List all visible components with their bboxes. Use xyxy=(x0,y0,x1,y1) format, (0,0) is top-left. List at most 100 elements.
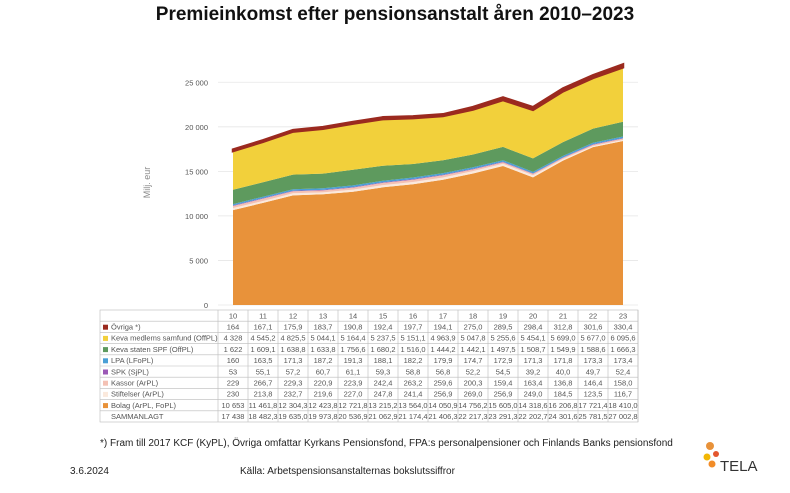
table-cell: 40,0 xyxy=(556,367,571,376)
x-tick-label: 17 xyxy=(439,312,447,321)
table-cell: 116,7 xyxy=(614,390,632,399)
area-layers xyxy=(231,62,625,305)
legend-label: Kassor (ArPL) xyxy=(111,379,159,388)
table-cell: 52,2 xyxy=(466,367,481,376)
footnote: *) Fram till 2017 KCF (KyPL), Övriga omf… xyxy=(100,438,673,449)
table-cell: 249,0 xyxy=(524,390,543,399)
table-cell: 247,8 xyxy=(374,390,393,399)
table-cell-total: 25 781,5 xyxy=(578,412,607,421)
table-cell: 1 638,8 xyxy=(280,345,305,354)
table-cell: 1 609,1 xyxy=(250,345,275,354)
table-cell: 174,7 xyxy=(464,356,483,365)
table-cell: 200,3 xyxy=(464,379,483,388)
total-label: SAMMANLAGT xyxy=(111,412,164,421)
table-cell: 259,6 xyxy=(434,379,453,388)
table-cell-total: 19 973,8 xyxy=(308,412,337,421)
y-tick-label: 15 000 xyxy=(185,167,208,176)
table-cell: 13 564,0 xyxy=(398,401,427,410)
table-cell: 159,4 xyxy=(494,379,513,388)
table-cell: 53 xyxy=(229,367,237,376)
table-cell: 4 963,9 xyxy=(430,334,455,343)
table-cell: 275,0 xyxy=(464,323,483,332)
y-axis-label: Milj. eur xyxy=(142,167,152,199)
legend-swatch xyxy=(103,324,108,330)
table-cell: 167,1 xyxy=(254,323,273,332)
table-cell: 182,2 xyxy=(404,356,423,365)
table-cell: 171,8 xyxy=(554,356,573,365)
legend-label: Bolag (ArPL, FoPL) xyxy=(111,401,177,410)
x-tick-label: 14 xyxy=(349,312,357,321)
table-cell: 1 508,7 xyxy=(520,345,545,354)
table-cell: 5 151,1 xyxy=(400,334,425,343)
legend-label: SPK (SjPL) xyxy=(111,367,149,376)
legend-swatch xyxy=(103,335,108,341)
y-tick-label: 20 000 xyxy=(185,123,208,132)
table-cell: 173,4 xyxy=(614,356,633,365)
table-cell: 227,0 xyxy=(344,390,363,399)
table-cell: 184,5 xyxy=(554,390,573,399)
y-tick-label: 0 xyxy=(204,301,208,310)
table-cell: 54,5 xyxy=(496,367,511,376)
table-cell-total: 21 174,4 xyxy=(398,412,427,421)
table-cell: 14 050,9 xyxy=(428,401,457,410)
table-cell: 13 215,2 xyxy=(368,401,397,410)
legend-label: Övriga *) xyxy=(111,323,141,332)
x-tick-label: 16 xyxy=(409,312,417,321)
table-cell: 175,9 xyxy=(284,323,303,332)
source-label: Källa: Arbetspensionsanstalternas bokslu… xyxy=(240,466,455,477)
legend-label: LPA (LFoPL) xyxy=(111,356,154,365)
legend-swatch xyxy=(103,391,108,397)
legend-swatch xyxy=(103,380,108,386)
table-cell: 12 721,8 xyxy=(338,401,367,410)
table-cell: 171,3 xyxy=(524,356,543,365)
table-cell: 301,6 xyxy=(584,323,603,332)
table-cell-total: 23 291,3 xyxy=(488,412,517,421)
legend-swatch xyxy=(103,358,108,364)
table-cell: 172,9 xyxy=(494,356,513,365)
table-cell-total: 22 217,3 xyxy=(458,412,487,421)
table-cell: 263,2 xyxy=(404,379,423,388)
table-cell: 55,1 xyxy=(256,367,271,376)
table-cell-total: 22 202,7 xyxy=(518,412,547,421)
table-cell: 60,7 xyxy=(316,367,331,376)
table-cell: 1 442,1 xyxy=(460,345,485,354)
x-tick-label: 18 xyxy=(469,312,477,321)
table-cell: 183,7 xyxy=(314,323,333,332)
table-cell-total: 19 635,0 xyxy=(278,412,307,421)
y-tick-label: 25 000 xyxy=(185,78,208,87)
table-cell: 289,5 xyxy=(494,323,513,332)
table-cell: 5 044,1 xyxy=(310,334,335,343)
table-cell: 1 497,5 xyxy=(490,345,515,354)
area-bolag-arpl-fopl xyxy=(233,141,623,305)
table-cell: 266,7 xyxy=(254,379,273,388)
x-tick-label: 19 xyxy=(499,312,507,321)
table-cell: 16 206,8 xyxy=(548,401,577,410)
table-cell: 14 318,6 xyxy=(518,401,547,410)
table-cell: 269,0 xyxy=(464,390,483,399)
x-tick-label: 11 xyxy=(259,312,267,321)
area-keva-staten-spf-offpl xyxy=(233,121,623,205)
table-cell: 330,4 xyxy=(614,323,633,332)
table-cell-total: 27 002,8 xyxy=(608,412,637,421)
table-cell: 232,7 xyxy=(284,390,303,399)
table-cell: 298,4 xyxy=(524,323,543,332)
table-cell: 15 605,0 xyxy=(488,401,517,410)
area-kassor-arpl xyxy=(233,138,623,208)
table-cell: 197,7 xyxy=(404,323,423,332)
table-cell: 158,0 xyxy=(614,379,633,388)
x-tick-label: 23 xyxy=(619,312,627,321)
table-cell-total: 17 438 xyxy=(222,412,245,421)
x-tick-label: 21 xyxy=(559,312,567,321)
table-cell: 256,9 xyxy=(494,390,513,399)
area-lpa-lfopl xyxy=(233,136,623,206)
chart-title: Premieinkomst efter pensionsanstalt åren… xyxy=(155,4,635,25)
area-keva-medlems-samfund-offpl xyxy=(233,67,623,190)
y-tick-label: 5 000 xyxy=(189,256,208,265)
y-axis: 0 5 000 10 000 15 000 20 000 25 000 Milj. eur xyxy=(142,78,208,310)
table-cell: 223,9 xyxy=(344,379,363,388)
table-cell: 164 xyxy=(227,323,240,332)
table-cell: 173,3 xyxy=(584,356,603,365)
table-cell: 59,3 xyxy=(376,367,391,376)
table-cell: 179,9 xyxy=(434,356,453,365)
